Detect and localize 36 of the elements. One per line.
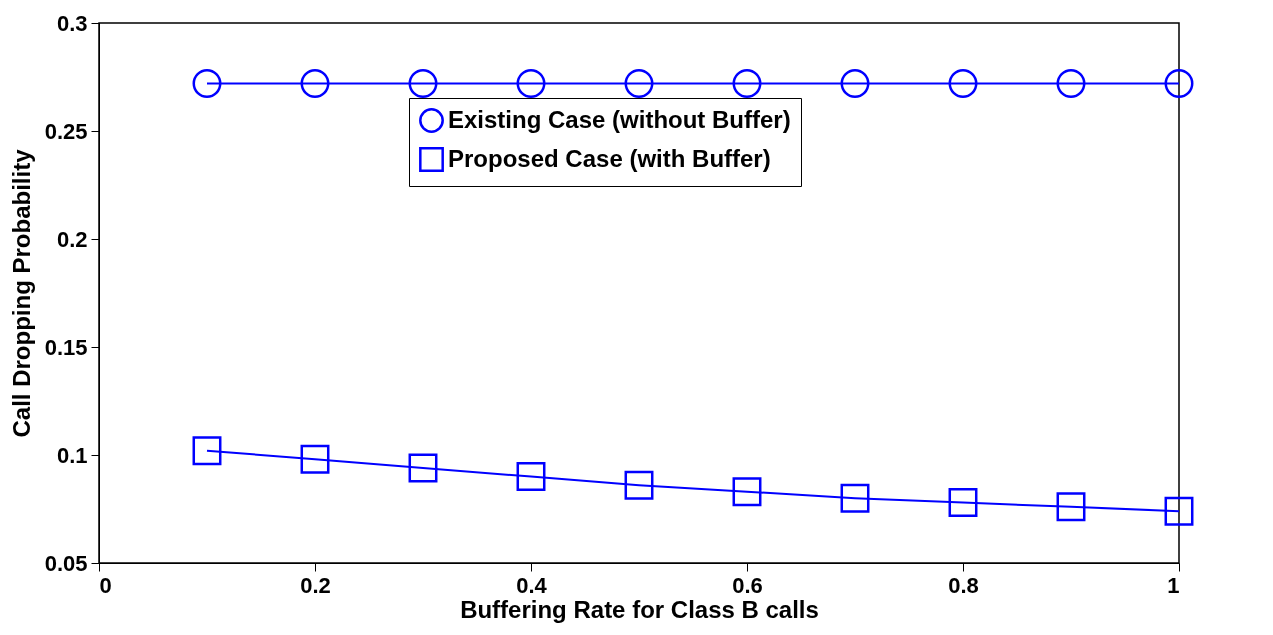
legend-label: Existing Case (without Buffer) — [448, 105, 791, 133]
point — [1056, 69, 1086, 98]
point — [948, 488, 978, 517]
x-tick-label: 1 — [1167, 572, 1180, 598]
point — [840, 69, 870, 98]
point — [732, 69, 762, 98]
point — [300, 444, 330, 474]
point — [192, 436, 222, 466]
x-tick-label: 0.4 — [516, 572, 548, 598]
point — [516, 69, 546, 98]
point — [1056, 492, 1086, 522]
x-axis-title: Buffering Rate for Class B calls — [460, 595, 819, 623]
point — [408, 69, 438, 98]
point — [624, 470, 654, 500]
point — [948, 69, 978, 98]
point — [1164, 496, 1194, 526]
point — [408, 453, 438, 483]
y-tick-label: 0.1 — [56, 442, 88, 468]
x-tick-label: 0.2 — [300, 572, 331, 598]
x-tick-label: 0.6 — [732, 572, 763, 598]
point — [624, 69, 654, 98]
y-axis-title: Call Dropping Probability — [7, 148, 35, 438]
y-tick-label: 0.25 — [44, 118, 88, 144]
x-tick-label: 0 — [99, 572, 112, 598]
y-tick-label: 0.2 — [56, 226, 88, 252]
x-tick-label: 0.8 — [948, 572, 979, 598]
y-tick-label: 0.15 — [44, 334, 88, 360]
legend-label: Proposed Case (with Buffer) — [448, 144, 771, 172]
point — [1164, 69, 1194, 98]
point — [732, 477, 762, 507]
y-tick-label: 0.05 — [44, 550, 88, 576]
point — [840, 483, 870, 513]
y-tick-label: 0.3 — [56, 10, 88, 36]
point — [300, 69, 330, 98]
point — [192, 69, 222, 98]
point — [516, 462, 546, 492]
